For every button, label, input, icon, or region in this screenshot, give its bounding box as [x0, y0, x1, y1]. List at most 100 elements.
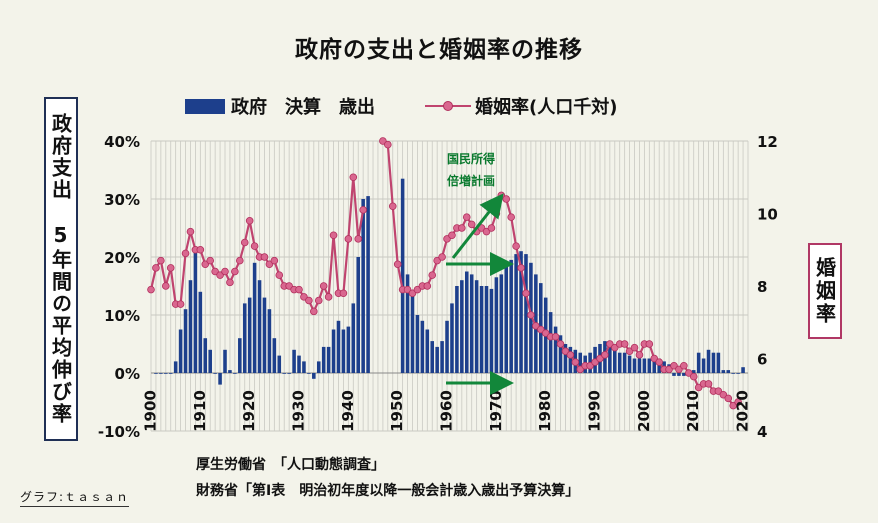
bar — [242, 303, 247, 373]
bar — [519, 251, 523, 373]
x-axis-tick-label: 1950 — [388, 390, 406, 432]
legend-bar-label: 政府 決算 歳出 — [231, 97, 375, 118]
bar — [622, 352, 627, 373]
gridlines — [150, 140, 749, 432]
bar — [218, 373, 222, 385]
right-axis-tick-label: 10 — [757, 206, 778, 224]
marriage-rate-point — [240, 238, 249, 247]
x-axis-tick-label: 1910 — [191, 390, 209, 432]
bar — [617, 352, 622, 373]
bar — [469, 274, 474, 373]
x-axis-tick-label: 1970 — [487, 390, 505, 432]
marriage-rate-point — [314, 296, 323, 305]
marriage-rate-point — [354, 235, 363, 243]
bar — [277, 355, 282, 373]
x-axis-tick-label: 1940 — [339, 390, 357, 432]
right-axis-title: 婚姻率 — [808, 243, 842, 339]
left-axis-tick-label: 30% — [104, 191, 140, 209]
bar — [213, 373, 217, 374]
marriage-rate-point — [462, 213, 471, 221]
legend: 政府 決算 歳出 婚姻率(人口千対) — [185, 93, 625, 119]
bar — [642, 358, 647, 373]
bar — [238, 338, 242, 373]
x-axis-tick-label: 1980 — [536, 390, 554, 432]
bar — [450, 303, 454, 373]
bar — [445, 320, 449, 373]
chart-title: 政府の支出と婚姻率の推移 — [295, 37, 583, 63]
bar — [223, 349, 227, 373]
bar — [455, 286, 459, 373]
bar — [672, 373, 676, 376]
legend-line-swatch — [425, 98, 471, 114]
bar — [548, 312, 553, 373]
marriage-rate-point — [305, 296, 313, 305]
bar — [203, 338, 208, 373]
bar — [706, 349, 711, 373]
marriage-rate-point — [324, 293, 333, 301]
left-axis-tick-label: -10% — [98, 423, 140, 441]
bar — [578, 352, 583, 373]
right-axis-tick-label: 4 — [757, 423, 767, 441]
left-axis-tick-label: 20% — [104, 249, 140, 267]
bar — [341, 329, 346, 373]
marriage-rate-point — [388, 202, 397, 211]
bar — [183, 309, 188, 373]
bar — [420, 320, 425, 373]
marriage-rate-point — [556, 340, 565, 348]
bar — [159, 373, 163, 374]
x-axis-tick-label: 1990 — [586, 390, 604, 432]
left-axis-tick-label: 40% — [104, 133, 140, 151]
marriage-rate-point — [487, 224, 496, 232]
marriage-rate-point — [423, 282, 432, 290]
bar — [494, 277, 499, 373]
x-axis-tick-label: 1930 — [290, 390, 308, 432]
annotation-arrows — [446, 193, 514, 395]
marriage-rate-point — [152, 264, 160, 272]
bar — [228, 370, 232, 373]
bar — [247, 297, 252, 373]
bar — [464, 271, 469, 373]
bar — [193, 251, 198, 373]
bar — [405, 274, 410, 373]
bar — [366, 196, 370, 373]
marriage-rate-point — [157, 256, 165, 265]
bar — [440, 341, 444, 373]
marriage-rate-point — [458, 224, 466, 232]
line-series — [147, 137, 742, 410]
bar — [430, 341, 435, 373]
marriage-rate-point — [270, 256, 279, 265]
marriage-rate-point — [196, 245, 205, 254]
marriage-rate-point — [680, 361, 688, 370]
marriage-rate-point — [162, 282, 170, 290]
bar — [711, 352, 716, 373]
marriage-rate-point — [393, 260, 402, 269]
right-axis-tick-label: 6 — [757, 351, 767, 369]
marriage-rate-point — [507, 213, 515, 221]
arrow-diagonal — [451, 193, 504, 259]
bar — [356, 257, 360, 373]
bar — [252, 262, 257, 373]
bar — [178, 329, 183, 373]
marriage-rate-point — [295, 285, 303, 294]
bar — [489, 288, 494, 373]
marriage-rate-point — [221, 267, 229, 276]
marriage-rate-point — [502, 195, 511, 203]
marriage-rate-point — [359, 206, 367, 214]
bar — [173, 361, 178, 373]
marriage-rate-point — [226, 278, 234, 287]
marriage-rate-point — [339, 289, 348, 298]
credit: グラフ:ｔａｓａｎ — [20, 488, 130, 507]
marriage-rate-point — [467, 220, 476, 229]
marriage-rate-point — [384, 140, 392, 149]
axes: 40% 30% 20% 10% 0% -10% 12 10 8 6 4 1900 1910 1920 193… — [98, 133, 778, 441]
marriage-rate-point — [181, 249, 190, 258]
marriage-rate-point — [147, 285, 155, 294]
bar — [272, 338, 277, 373]
marriage-rate-point — [734, 398, 742, 406]
x-axis-tick-label: 1920 — [240, 390, 258, 432]
marriage-rate-point — [645, 340, 654, 348]
marriage-rate-point — [176, 300, 185, 308]
bar — [608, 346, 612, 373]
marriage-rate-point — [260, 253, 269, 261]
bar — [154, 373, 158, 374]
